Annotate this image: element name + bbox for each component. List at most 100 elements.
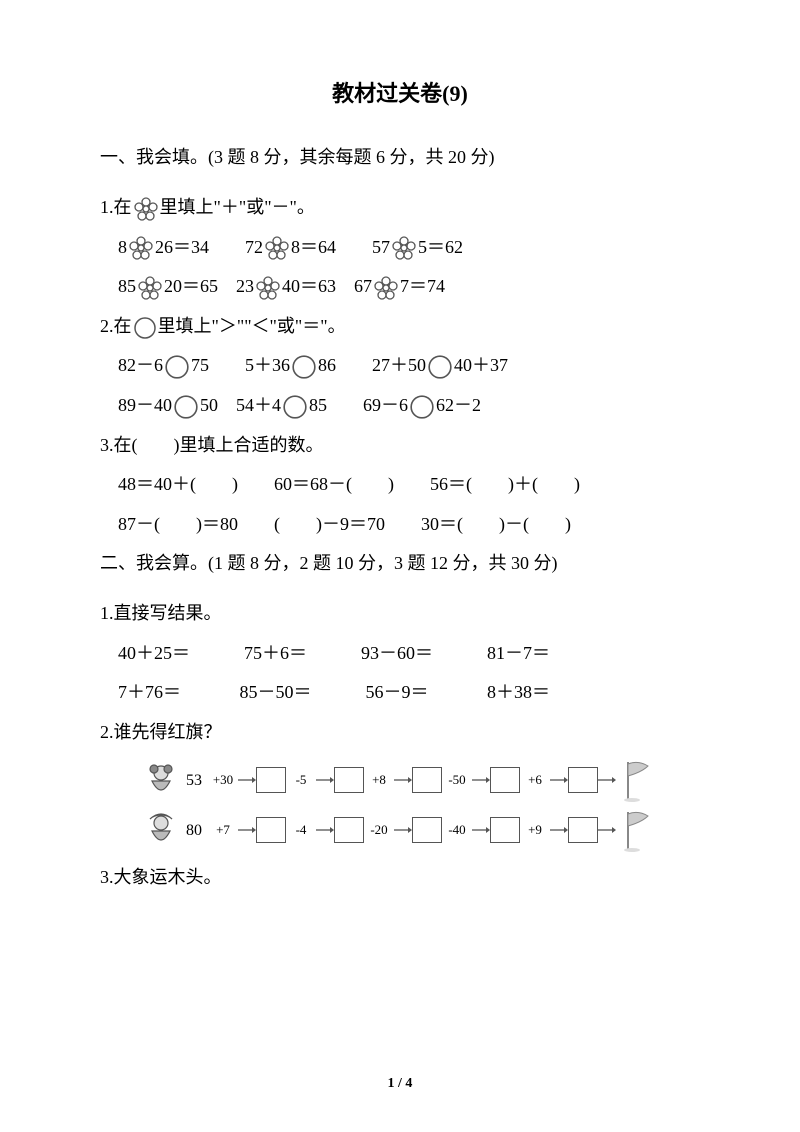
page: 教材过关卷(9) 一、我会填。(3 题 8 分，其余每题 6 分，共 20 分)…	[0, 0, 800, 938]
text: 20＝65	[164, 276, 218, 296]
text: 67	[354, 276, 372, 296]
flower-icon	[391, 235, 417, 261]
arrow-icon	[238, 825, 256, 835]
text: 8	[118, 237, 127, 257]
q3-prompt: 3.在( )里填上合适的数。	[100, 426, 700, 466]
chain-1: 53 +30 -5 +8 -50 +6	[140, 758, 700, 802]
q2-prompt-a: 2.在	[100, 316, 132, 336]
answer-box	[568, 817, 598, 843]
arrow-icon	[316, 775, 334, 785]
text: 5＝62	[418, 237, 463, 257]
arrow-icon	[472, 775, 490, 785]
chain1-op: -50	[444, 766, 470, 795]
answer-box	[412, 767, 442, 793]
q2-row1: 82－6 75 5＋36 86 27＋50 40＋37	[100, 346, 700, 386]
flag-icon	[622, 808, 656, 852]
chain2-op: -4	[288, 816, 314, 845]
arrow-icon	[598, 825, 616, 835]
chain1-op: +8	[366, 766, 392, 795]
text: 50	[200, 395, 218, 415]
text: 40＋37	[454, 355, 508, 375]
circle-icon	[282, 394, 308, 420]
section-1-heading: 一、我会填。(3 题 8 分，其余每题 6 分，共 20 分)	[100, 138, 700, 178]
chain1-op: -5	[288, 766, 314, 795]
text: 82－6	[118, 355, 163, 375]
arrow-icon	[394, 825, 412, 835]
text: 7＝74	[400, 276, 445, 296]
flower-icon	[128, 235, 154, 261]
text: 72	[245, 237, 263, 257]
q2-row2: 89－40 50 54＋4 85 69－6 62－2	[100, 386, 700, 426]
q1-row2: 85 20＝65 23 40＝63 67 7＝74	[100, 267, 700, 307]
arrow-icon	[472, 825, 490, 835]
s2q3-prompt: 3.大象运木头。	[100, 858, 700, 898]
page-number: 1 / 4	[0, 1076, 800, 1092]
q1-prompt: 1.在 里填上"＋"或"－"。	[100, 188, 700, 228]
section-2-heading: 二、我会算。(1 题 8 分，2 题 10 分，3 题 12 分，共 30 分)	[100, 544, 700, 584]
chain2-start: 80	[186, 813, 202, 848]
text: 8＝64	[291, 237, 336, 257]
kid-icon	[140, 759, 182, 801]
answer-box	[490, 817, 520, 843]
circle-icon	[173, 394, 199, 420]
chain1-op: +6	[522, 766, 548, 795]
answer-box	[412, 817, 442, 843]
answer-box	[256, 817, 286, 843]
text: 40＝63	[282, 276, 336, 296]
text: 85	[118, 276, 136, 296]
text: 85	[309, 395, 327, 415]
arrow-icon	[394, 775, 412, 785]
text: 27＋50	[372, 355, 426, 375]
answer-box	[256, 767, 286, 793]
chain1-op: +30	[210, 766, 236, 795]
flower-icon	[264, 235, 290, 261]
q1-row1: 8 26＝34 72 8＝64 57 5＝62	[100, 228, 700, 268]
flower-icon	[373, 275, 399, 301]
flower-icon	[137, 275, 163, 301]
answer-box	[334, 767, 364, 793]
q2-prompt: 2.在 里填上"＞""＜"或"＝"。	[100, 307, 700, 347]
q3-row1: 48＝40＋( ) 60＝68－( ) 56＝( )＋( )	[100, 465, 700, 505]
flower-icon	[133, 196, 159, 222]
arrow-icon	[550, 775, 568, 785]
answer-box	[568, 767, 598, 793]
text: 5＋36	[245, 355, 290, 375]
circle-icon	[133, 316, 157, 340]
circle-icon	[291, 354, 317, 380]
circle-icon	[164, 354, 190, 380]
circle-icon	[409, 394, 435, 420]
s2q1-row1: 40＋25＝ 75＋6＝ 93－60＝ 81－7＝	[100, 634, 700, 674]
chain2-op: +9	[522, 816, 548, 845]
s2q1-prompt: 1.直接写结果。	[100, 594, 700, 634]
text: 89－40	[118, 395, 172, 415]
q2-prompt-b: 里填上"＞""＜"或"＝"。	[158, 316, 346, 336]
q1-prompt-b: 里填上"＋"或"－"。	[160, 197, 315, 217]
arrow-icon	[238, 775, 256, 785]
s2q1-row2: 7＋76＝ 85－50＝ 56－9＝ 8＋38＝	[100, 673, 700, 713]
chain2-op: -40	[444, 816, 470, 845]
arrow-icon	[550, 825, 568, 835]
arrow-icon	[316, 825, 334, 835]
text: 75	[191, 355, 209, 375]
text: 69－6	[363, 395, 408, 415]
answer-box	[490, 767, 520, 793]
text: 57	[372, 237, 390, 257]
answer-box	[334, 817, 364, 843]
flower-icon	[255, 275, 281, 301]
chain-2: 80 +7 -4 -20 -40 +9	[140, 808, 700, 852]
circle-icon	[427, 354, 453, 380]
s2q2-prompt: 2.谁先得红旗？	[100, 713, 700, 753]
page-title: 教材过关卷(9)	[100, 70, 700, 118]
kid-icon	[140, 809, 182, 851]
q3-row2: 87－( )＝80 ( )－9＝70 30＝( )－( )	[100, 505, 700, 545]
text: 62－2	[436, 395, 481, 415]
arrow-icon	[598, 775, 616, 785]
text: 54＋4	[236, 395, 281, 415]
text: 23	[236, 276, 254, 296]
chain1-start: 53	[186, 763, 202, 798]
text: 26＝34	[155, 237, 209, 257]
q1-prompt-a: 1.在	[100, 197, 132, 217]
flag-icon	[622, 758, 656, 802]
text: 86	[318, 355, 336, 375]
chain2-op: +7	[210, 816, 236, 845]
